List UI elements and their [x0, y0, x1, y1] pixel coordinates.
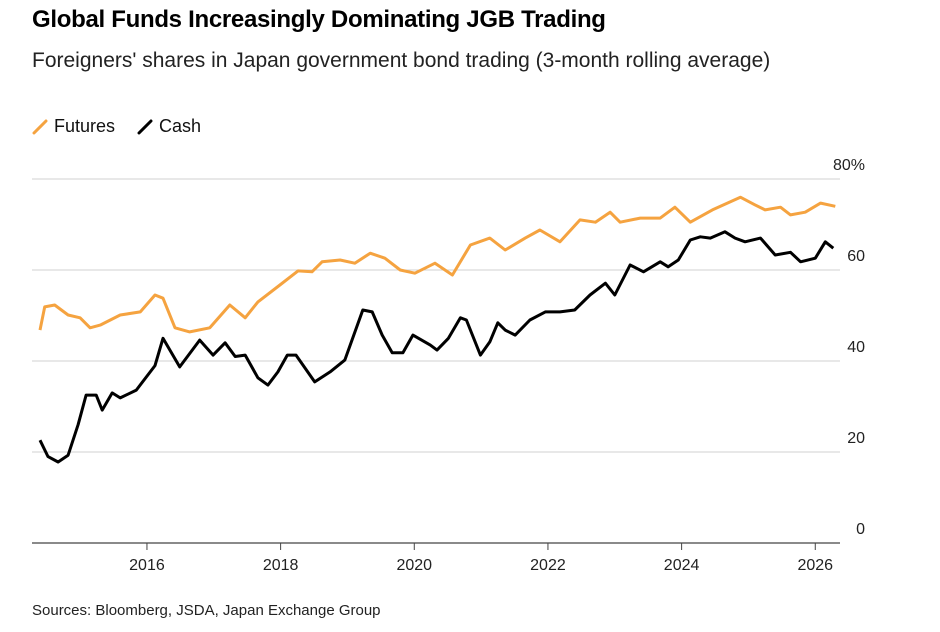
- legend: Futures Cash: [32, 116, 201, 137]
- y-tick-label: 40: [847, 339, 865, 356]
- x-tick-label: 2026: [797, 557, 833, 574]
- x-tick-label: 2018: [263, 557, 299, 574]
- legend-swatch: [32, 119, 48, 134]
- series-line: [38, 230, 835, 464]
- x-tick-label: 2016: [129, 557, 165, 574]
- legend-item: Cash: [137, 116, 201, 137]
- y-tick-label: 80%: [833, 157, 865, 174]
- y-tick-label: 20: [847, 430, 865, 447]
- x-tick-label: 2020: [396, 557, 432, 574]
- chart-title: Global Funds Increasingly Dominating JGB…: [32, 6, 606, 33]
- y-tick-label: 0: [856, 521, 865, 538]
- chart-subtitle: Foreigners' shares in Japan government b…: [32, 49, 771, 72]
- chart: 0 20 40 60 80% 2016 2018 2020 2022 2024 2026: [32, 157, 865, 574]
- x-tick-label: 2024: [664, 557, 700, 574]
- series-line: [38, 195, 836, 334]
- legend-item: Futures: [32, 116, 115, 137]
- y-tick-label: 60: [847, 248, 865, 265]
- legend-label: Cash: [159, 116, 202, 136]
- source: Sources: Bloomberg, JSDA, Japan Exchange…: [32, 602, 381, 619]
- x-tick-label: 2022: [530, 557, 566, 574]
- legend-label: Futures: [54, 116, 116, 136]
- legend-swatch: [137, 119, 153, 134]
